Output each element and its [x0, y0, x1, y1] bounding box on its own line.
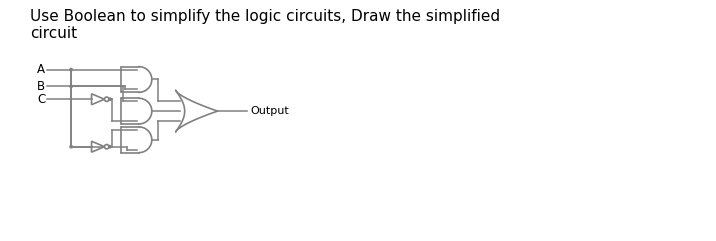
Circle shape	[109, 146, 111, 148]
Circle shape	[70, 146, 72, 148]
Circle shape	[105, 97, 109, 101]
Text: A: A	[37, 63, 45, 76]
Text: Use Boolean to simplify the logic circuits, Draw the simplified
circuit: Use Boolean to simplify the logic circui…	[30, 8, 500, 41]
Circle shape	[105, 145, 109, 149]
Circle shape	[70, 68, 72, 71]
Text: Output: Output	[251, 106, 289, 116]
Text: C: C	[37, 93, 45, 106]
Circle shape	[70, 85, 72, 87]
Circle shape	[109, 98, 111, 100]
Text: B: B	[37, 80, 45, 93]
